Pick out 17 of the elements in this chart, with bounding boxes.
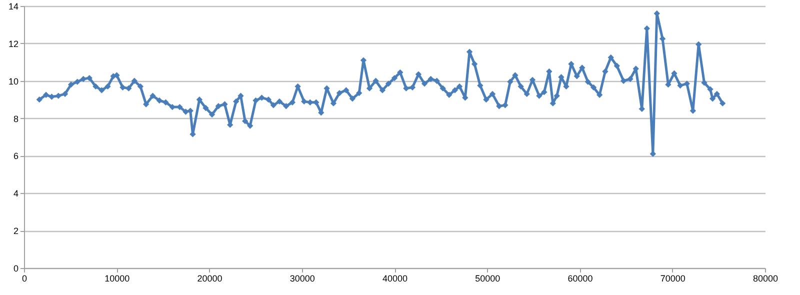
x-tick-label: 60000: [568, 274, 593, 284]
y-tick-label: 4: [13, 188, 18, 199]
y-tick-label: 0: [13, 264, 18, 274]
x-tick-label: 0: [22, 274, 28, 284]
x-tick-label: 30000: [290, 274, 315, 284]
y-tick-label: 8: [13, 114, 18, 124]
y-tick-label: 6: [13, 151, 18, 162]
x-tick-label: 80000: [752, 274, 778, 284]
y-tick-label: 2: [13, 226, 18, 236]
x-tick-label: 40000: [382, 274, 408, 284]
y-tick-label: 10: [8, 76, 18, 86]
x-tick-label: 70000: [660, 274, 686, 284]
y-tick-label: 14: [8, 2, 18, 12]
x-tick-label: 20000: [197, 274, 222, 284]
x-tick-label: 10000: [104, 274, 130, 284]
y-tick-label: 12: [8, 38, 18, 49]
x-tick-label: 50000: [475, 274, 500, 284]
